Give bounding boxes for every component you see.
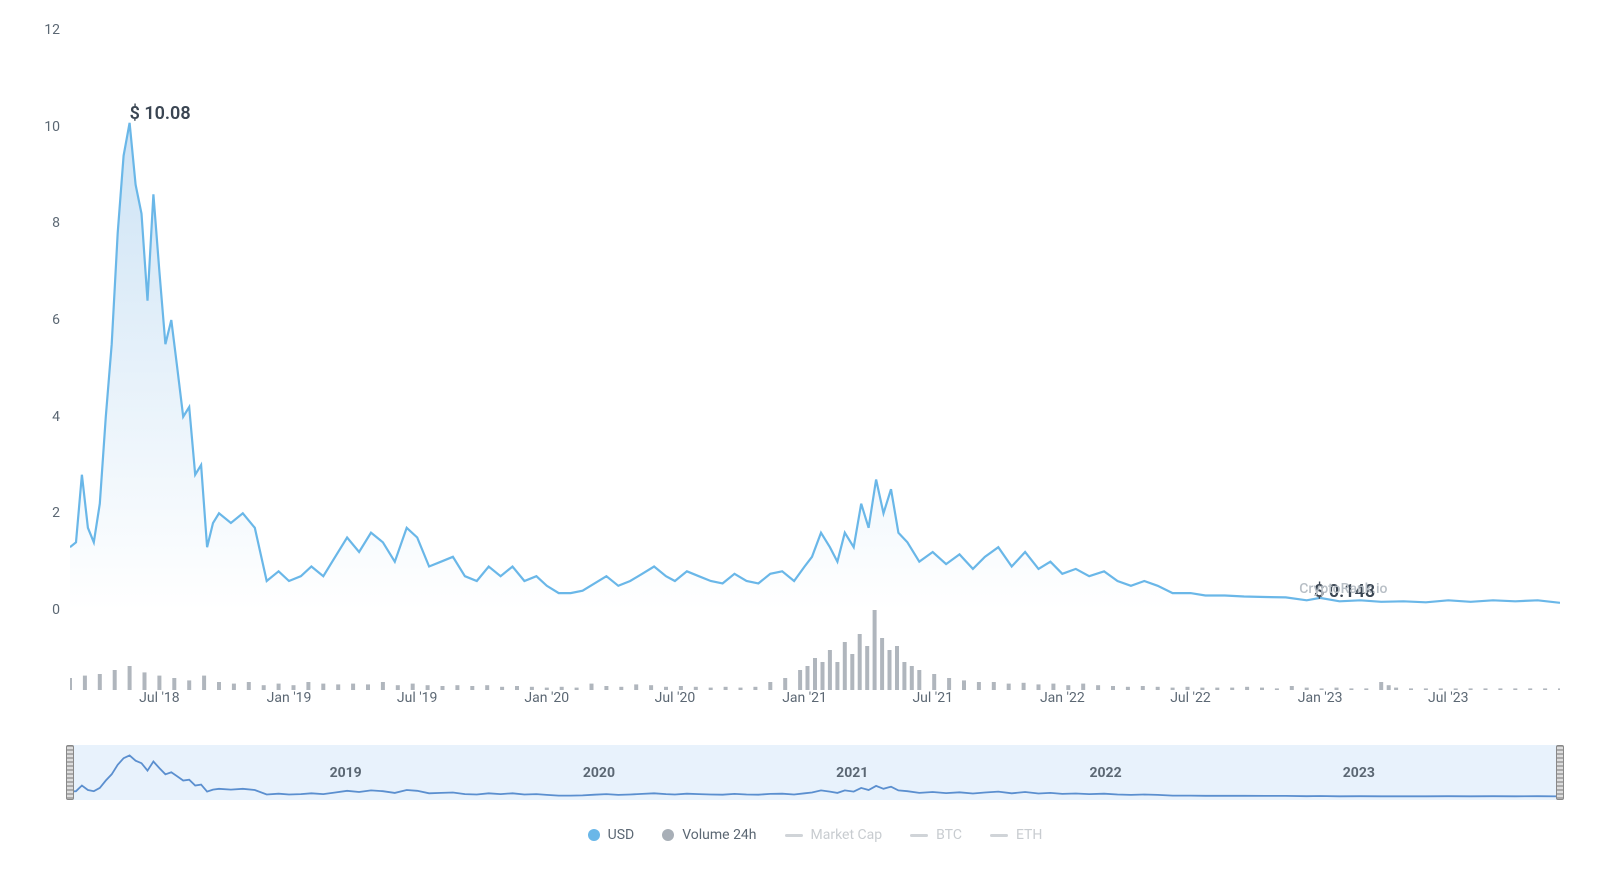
brush-year-label: 2021 bbox=[836, 765, 868, 781]
annotation-peak: $ 10.08 bbox=[130, 103, 191, 124]
annotation-peak-text: $ 10.08 bbox=[130, 103, 191, 124]
legend-item-btc[interactable]: BTC bbox=[910, 827, 962, 843]
legend-line-icon bbox=[785, 834, 803, 837]
x-tick: Jan '21 bbox=[782, 690, 827, 706]
legend-dot-icon bbox=[588, 829, 600, 841]
price-chart[interactable]: $ 10.08 $ 0.148 CryptoRank.io bbox=[70, 30, 1560, 610]
chart-container: 0 2 4 6 8 10 12 $ 10.08 $ 0.148 CryptoRank.io bbox=[20, 20, 1580, 865]
x-tick: Jul '18 bbox=[139, 690, 180, 706]
legend-label: Volume 24h bbox=[682, 827, 756, 843]
brush-svg bbox=[70, 745, 1560, 800]
x-tick: Jan '20 bbox=[524, 690, 569, 706]
legend-label: ETH bbox=[1016, 827, 1042, 843]
y-tick: 12 bbox=[44, 22, 60, 38]
price-svg bbox=[70, 30, 1560, 610]
y-tick: 4 bbox=[52, 409, 60, 425]
x-tick: Jul '23 bbox=[1428, 690, 1469, 706]
legend-label: USD bbox=[608, 827, 635, 843]
legend-line-icon bbox=[990, 834, 1008, 837]
legend-line-icon bbox=[910, 834, 928, 837]
x-tick: Jul '22 bbox=[1170, 690, 1211, 706]
brush-handle-left[interactable] bbox=[66, 745, 74, 800]
legend: USD Volume 24h Market Cap BTC ETH bbox=[70, 815, 1560, 855]
x-tick: Jan '23 bbox=[1298, 690, 1343, 706]
legend-item-market-cap[interactable]: Market Cap bbox=[785, 827, 883, 843]
brush-range-selector[interactable]: 2019 2020 2021 2022 2023 bbox=[70, 745, 1560, 800]
legend-label: BTC bbox=[936, 827, 962, 843]
legend-item-eth[interactable]: ETH bbox=[990, 827, 1042, 843]
x-tick: Jan '22 bbox=[1040, 690, 1085, 706]
legend-item-usd[interactable]: USD bbox=[588, 827, 635, 843]
legend-item-volume-24h[interactable]: Volume 24h bbox=[662, 827, 756, 843]
legend-dot-icon bbox=[662, 829, 674, 841]
y-tick: 8 bbox=[52, 215, 60, 231]
brush-handle-right[interactable] bbox=[1556, 745, 1564, 800]
y-tick: 6 bbox=[52, 312, 60, 328]
brush-year-label: 2019 bbox=[330, 765, 362, 781]
legend-label: Market Cap bbox=[811, 827, 883, 843]
y-axis: 024681012 bbox=[20, 30, 70, 610]
brush-year-label: 2023 bbox=[1343, 765, 1375, 781]
x-tick: Jul '20 bbox=[655, 690, 696, 706]
y-tick: 2 bbox=[52, 505, 60, 521]
y-tick: 0 bbox=[52, 602, 60, 618]
watermark-text: CryptoRank.io bbox=[1299, 581, 1387, 597]
y-tick: 10 bbox=[44, 119, 60, 135]
brush-year-label: 2022 bbox=[1089, 765, 1121, 781]
volume-chart[interactable] bbox=[70, 610, 1560, 690]
x-tick: Jul '19 bbox=[397, 690, 438, 706]
x-tick: Jul '21 bbox=[912, 690, 953, 706]
brush-year-label: 2020 bbox=[583, 765, 615, 781]
x-axis: Jul '18 Jan '19 Jul '19 Jan '20 Jul '20 Jan '… bbox=[70, 690, 1560, 720]
x-tick: Jan '19 bbox=[267, 690, 312, 706]
watermark: CryptoRank.io bbox=[1299, 581, 1387, 597]
volume-svg bbox=[70, 610, 1560, 690]
